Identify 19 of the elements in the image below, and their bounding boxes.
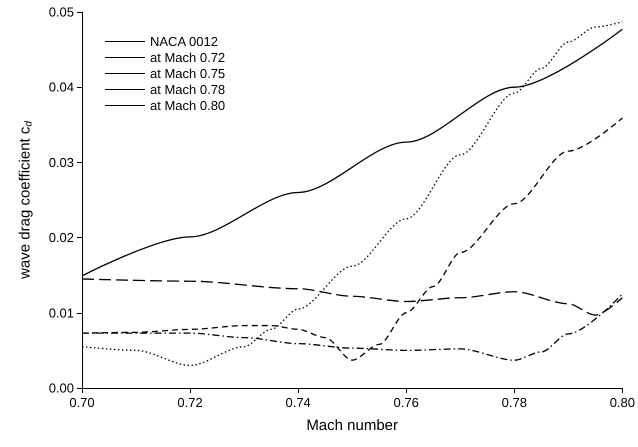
y-tick-label: 0.03: [48, 154, 74, 170]
y-tick-label: 0.04: [48, 80, 74, 95]
x-tick-label: 0.76: [394, 395, 419, 410]
x-tick-label: 0.74: [285, 395, 311, 410]
x-axis-title: Mach number: [306, 417, 398, 434]
legend-label: at Mach 0.75: [150, 66, 226, 81]
y-tick-label: 0.01: [48, 305, 74, 320]
y-tick-label: 0.00: [48, 380, 74, 396]
x-tick-label: 0.70: [69, 395, 95, 410]
x-tick-label: 0.72: [177, 395, 203, 410]
y-axis-title: wave drag coefficient cd: [16, 120, 34, 280]
legend-label: NACA 0012: [150, 34, 218, 49]
x-tick-label: 0.80: [610, 395, 636, 410]
legend-label: at Mach 0.80: [150, 98, 226, 113]
legend-label: at Mach 0.78: [150, 82, 226, 97]
x-tick-label: 0.78: [502, 395, 527, 410]
y-tick-label: 0.02: [48, 230, 74, 246]
legend-label: at Mach 0.72: [150, 50, 226, 65]
y-tick-label: 0.05: [48, 4, 74, 20]
